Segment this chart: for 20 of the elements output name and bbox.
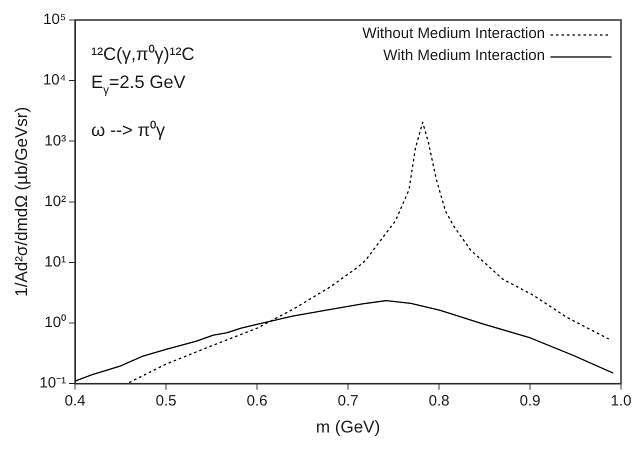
- x-tick-label: 0.5: [156, 392, 176, 410]
- y-tick-label: 10⁻¹: [39, 374, 66, 392]
- x-tick-label: 0.7: [338, 392, 358, 410]
- y-tick-label: 10³: [44, 132, 66, 150]
- x-tick-label: 0.6: [246, 392, 268, 410]
- y-tick-label: 10²: [44, 192, 66, 210]
- y-axis-title: 1/Ad²σ/dmdΩ (µb/GeVsr): [12, 106, 31, 297]
- legend-label: With Medium Interaction: [383, 47, 545, 64]
- legend-label: Without Medium Interaction: [362, 25, 545, 42]
- y-tick-label: 10⁵: [43, 11, 66, 28]
- x-tick-label: 0.4: [64, 392, 86, 410]
- x-tick-label: 1.0: [610, 392, 632, 410]
- x-tick-label: 0.9: [520, 392, 540, 410]
- annotation: ¹²C(γ,π⁰γ)¹²C: [91, 44, 194, 64]
- x-axis-title: m (GeV): [316, 417, 380, 436]
- y-tick-label: 10¹: [44, 254, 66, 271]
- x-tick-label: 0.8: [428, 392, 450, 410]
- y-tick-label: 10⁰: [44, 314, 66, 332]
- annotation: ω --> π⁰γ: [91, 120, 166, 140]
- y-tick-label: 10⁴: [42, 72, 66, 89]
